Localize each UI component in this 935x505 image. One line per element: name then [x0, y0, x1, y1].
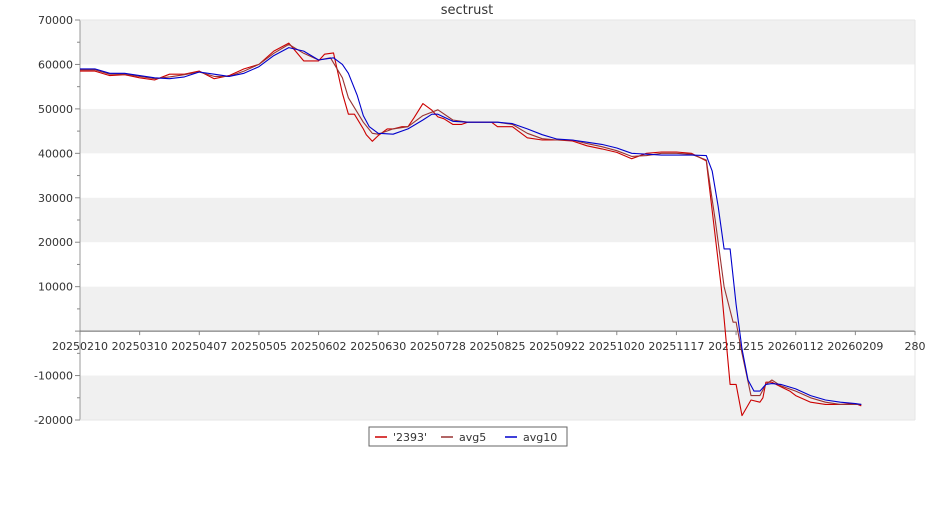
grid-band — [80, 375, 915, 420]
x-tick-label: 20260209 — [827, 340, 883, 353]
legend-box — [368, 426, 568, 447]
grid-band — [80, 286, 915, 332]
x-tick-label: 20251215 — [708, 340, 764, 353]
x-tick-label: 20250602 — [291, 340, 347, 353]
x-tick-label: 20250505 — [231, 340, 287, 353]
y-tick-label: 10000 — [38, 281, 73, 294]
y-tick-label: -20000 — [34, 414, 73, 427]
x-tick-label: 20250825 — [470, 340, 526, 353]
y-tick-label: -10000 — [34, 370, 73, 383]
y-tick-label: 30000 — [38, 192, 73, 205]
grid-band — [80, 108, 915, 154]
legend: '2393' avg5 avg10 — [368, 426, 568, 447]
y-tick-label: 40000 — [38, 147, 73, 160]
x-tick-label: 20250630 — [350, 340, 406, 353]
x-tick-label: 20251020 — [589, 340, 645, 353]
legend-label: avg10 — [523, 431, 557, 444]
y-tick-label: 20000 — [38, 236, 73, 249]
grid-band — [80, 20, 915, 65]
legend-label: avg5 — [459, 431, 486, 444]
x-tick-label: 20250407 — [171, 340, 227, 353]
x-tick-label: 20250728 — [410, 340, 466, 353]
grid-band — [80, 197, 915, 243]
series-line-avg10 — [80, 47, 862, 405]
legend-label: '2393' — [393, 431, 427, 444]
y-tick-label: 50000 — [38, 103, 73, 116]
x-tick-label: 20250310 — [112, 340, 168, 353]
x-tick-label: 20260112 — [768, 340, 824, 353]
y-tick-label: 70000 — [38, 14, 73, 27]
x-tick-label: 20251117 — [648, 340, 704, 353]
x-tick-label: 20250210 — [52, 340, 108, 353]
x-tick-label: 20250922 — [529, 340, 585, 353]
chart-title: sectrust — [441, 3, 493, 18]
y-tick-label: 60000 — [38, 58, 73, 71]
x-tick-label: 280 — [905, 340, 926, 353]
